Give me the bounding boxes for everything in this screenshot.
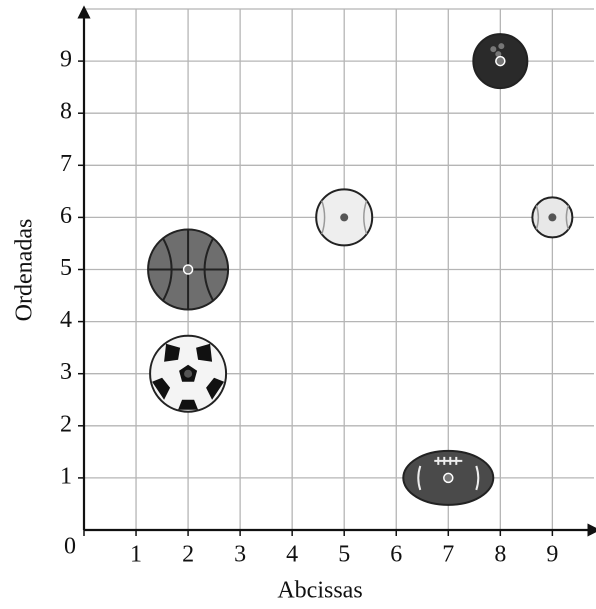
point-center [444, 473, 453, 482]
chart: Abcissas Ordenadas 0 1 2 3 4 5 6 7 8 9 1 2 3 4 5 6 7 8 9 [0, 0, 596, 609]
x-tick-label: 3 [234, 542, 246, 568]
point-center [548, 213, 556, 221]
ball-hole [490, 46, 496, 52]
y-tick-label: 8 [60, 99, 72, 125]
x-tick-label: 2 [182, 542, 194, 568]
x-tick-label: 0 [64, 534, 76, 560]
point-center [496, 57, 505, 66]
point-center [184, 370, 192, 378]
y-tick-label: 1 [60, 463, 72, 489]
y-axis-label: Ordenadas [12, 219, 38, 322]
x-axis-label: Abcissas [277, 578, 362, 604]
point-center [340, 213, 348, 221]
x-tick-label: 4 [286, 542, 298, 568]
y-tick-label: 5 [60, 255, 72, 281]
y-tick-label: 3 [60, 359, 72, 385]
x-tick-label: 6 [390, 542, 402, 568]
point-center [184, 265, 193, 274]
y-tick-label: 4 [60, 307, 72, 333]
x-tick-label: 1 [130, 542, 142, 568]
y-tick-label: 7 [60, 151, 72, 177]
y-tick-label: 2 [60, 411, 72, 437]
ball-hole [498, 43, 504, 49]
y-tick-label: 6 [60, 203, 72, 229]
x-tick-label: 7 [442, 542, 454, 568]
x-tick-label: 9 [546, 542, 558, 568]
x-tick-label: 8 [494, 542, 506, 568]
x-tick-label: 5 [338, 542, 350, 568]
y-tick-label: 9 [60, 47, 72, 73]
